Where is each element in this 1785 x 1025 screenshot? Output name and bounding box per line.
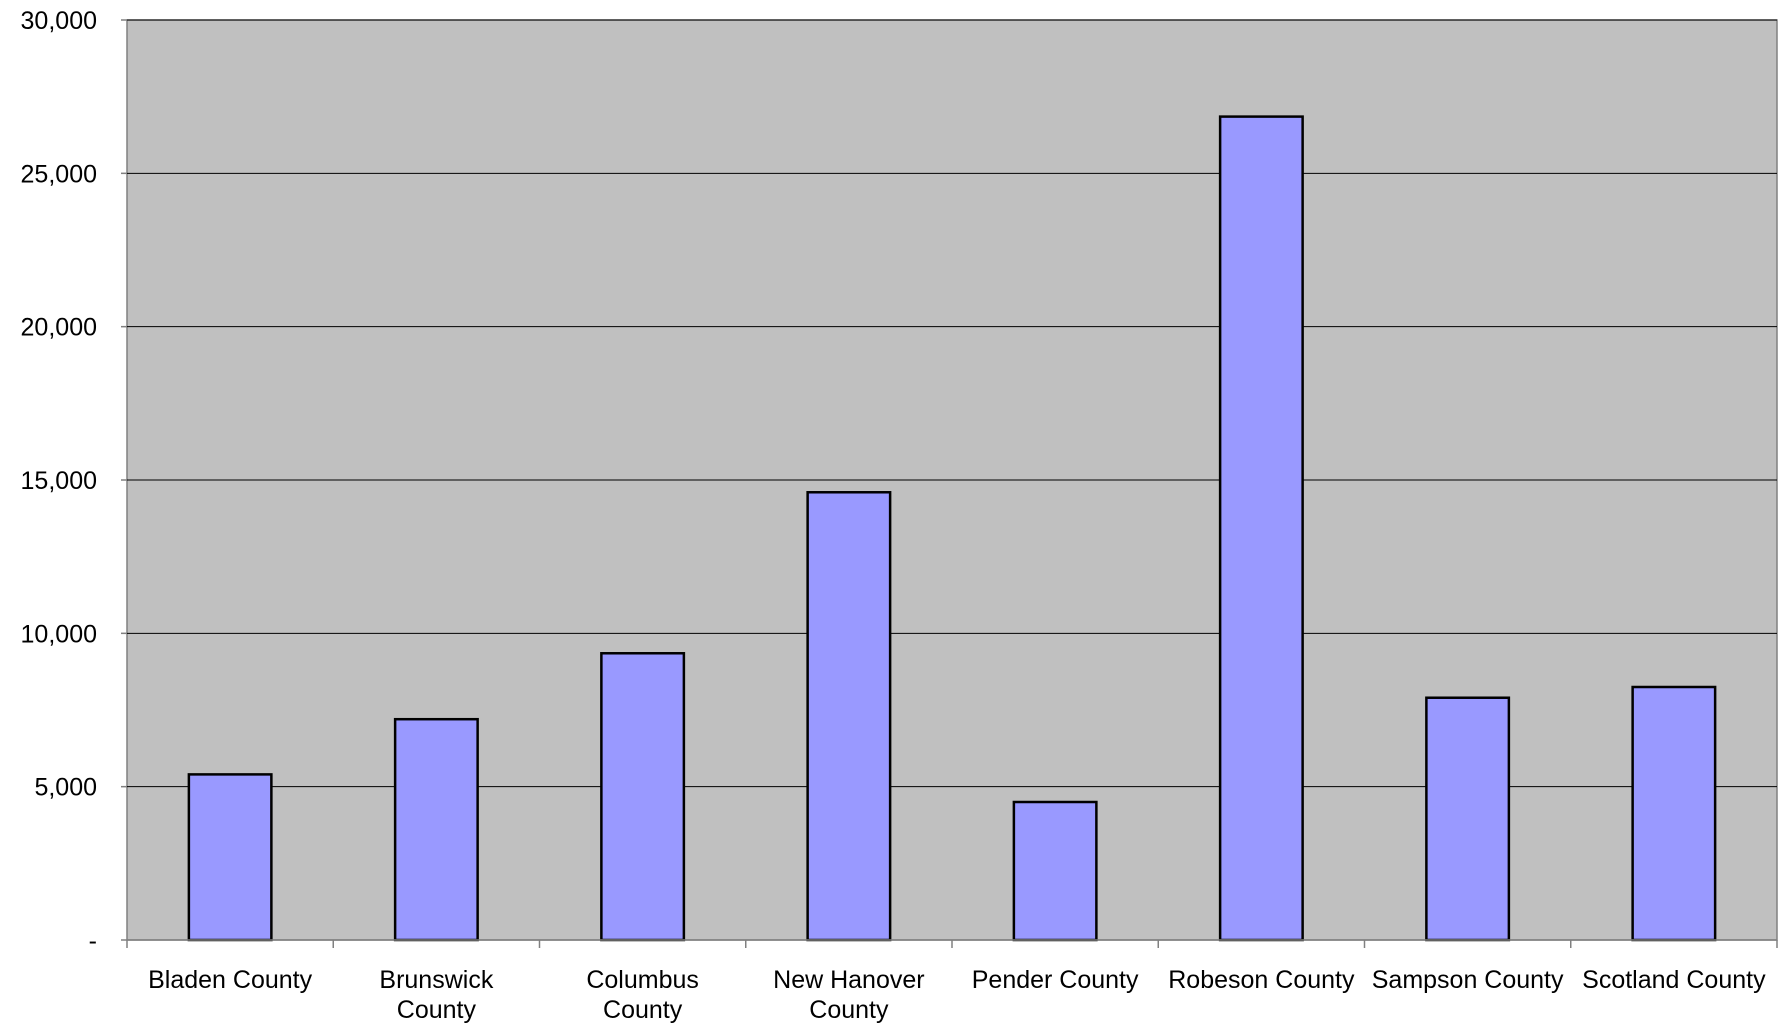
bar — [187, 773, 273, 942]
x-tick-label: Bladen County — [148, 966, 313, 994]
y-tick-label: 15,000 — [21, 467, 97, 495]
y-tick-label: 25,000 — [21, 160, 97, 188]
y-axis-ticks: - 5,000 10,000 15,000 20,000 25,000 30,000 — [21, 7, 127, 955]
bar — [600, 652, 686, 942]
x-tick-label: Scotland County — [1582, 966, 1766, 994]
x-tick-label: County — [603, 996, 683, 1024]
bar — [1218, 115, 1304, 942]
y-tick-label: 20,000 — [21, 314, 97, 342]
y-tick-label: 10,000 — [21, 620, 97, 648]
y-tick-label: - — [89, 927, 97, 955]
y-tick-label: 30,000 — [21, 7, 97, 35]
x-tick-label: Columbus — [586, 966, 699, 994]
bar — [1012, 800, 1098, 942]
x-tick-label: Robeson County — [1168, 966, 1355, 994]
bars — [187, 115, 1717, 942]
x-axis-ticks: Bladen County BrunswickCountyColumbusCoun… — [126, 940, 1778, 1024]
x-tick-label: County — [397, 996, 477, 1024]
x-tick-label: Sampson County — [1372, 966, 1564, 994]
bar — [806, 491, 892, 942]
x-tick-label: Pender County — [972, 966, 1139, 994]
x-tick-label: New Hanover — [773, 966, 924, 994]
x-tick-label: County — [809, 996, 889, 1024]
bar — [1425, 696, 1511, 942]
x-tick-label: Brunswick — [379, 966, 493, 994]
bar — [1631, 685, 1717, 942]
bar — [393, 717, 479, 942]
y-tick-label: 5,000 — [34, 774, 97, 802]
